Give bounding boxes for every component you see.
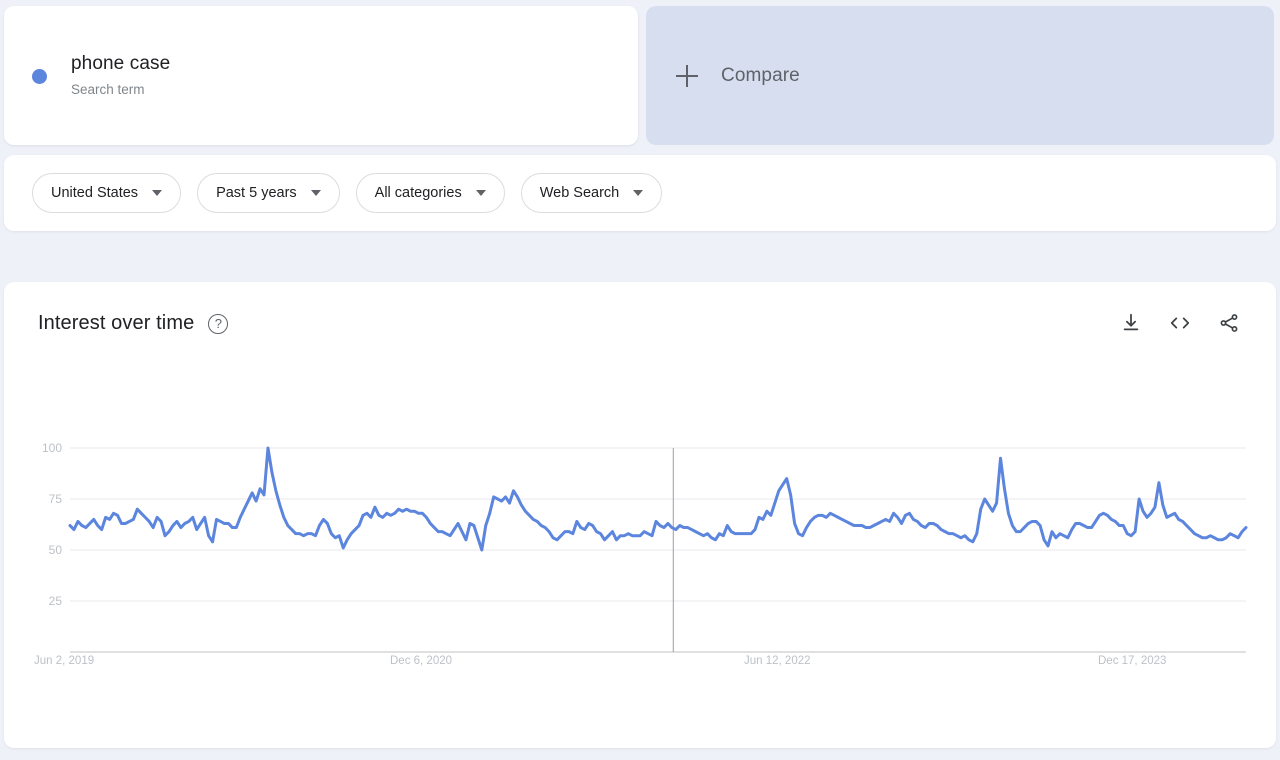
chevron-down-icon [310,190,321,196]
x-tick-label: Jun 12, 2022 [744,655,811,667]
filter-search-type-label: Web Search [539,185,620,201]
chart-header: Interest over time ? [38,312,229,335]
filter-bar: United States Past 5 years All categorie… [4,155,1276,231]
y-tick-label: 100 [41,441,62,455]
filter-location-label: United States [51,185,139,201]
interest-over-time-card: Interest over time ? [4,282,1276,748]
chevron-down-icon [152,190,163,196]
filter-time-range-label: Past 5 years [216,185,297,201]
filter-time-range[interactable]: Past 5 years [197,173,340,213]
search-term-type: Search term [71,81,145,97]
x-tick-label: Jun 2, 2019 [34,655,95,667]
embed-code-icon[interactable] [1168,312,1192,334]
question-mark-icon[interactable]: ? [208,313,229,334]
y-tick-label: 75 [48,492,62,506]
search-term-card[interactable]: phone case Search term [4,6,638,145]
search-term-texts: phone case Search term [71,52,170,100]
search-term-name: phone case [71,52,171,74]
gridlines [70,447,1246,653]
compare-button[interactable]: Compare [646,6,1274,145]
filter-search-type[interactable]: Web Search [520,173,663,213]
chart-svg [68,446,1248,653]
x-tick-label: Dec 17, 2023 [1098,655,1167,667]
filter-category[interactable]: All categories [355,173,505,213]
compare-label: Compare [721,64,800,86]
plus-icon [676,64,698,87]
series-line-phone-case [68,446,1248,552]
y-tick-label: 25 [48,594,62,608]
chart-title: Interest over time [38,312,195,334]
x-tick-label: Dec 6, 2020 [390,655,453,667]
search-terms-row: phone case Search term Compare [0,0,1280,145]
download-icon[interactable] [1120,312,1142,334]
chart-actions [1120,312,1240,334]
filter-category-label: All categories [374,185,462,201]
share-icon[interactable] [1218,312,1240,334]
filter-location[interactable]: United States [32,173,182,213]
series-color-dot [32,69,47,84]
interest-over-time-plot: 100 75 50 25 Jun 2, 2019 Dec 6, 2020 Jun… [4,282,1276,748]
chevron-down-icon [475,190,486,196]
chevron-down-icon [633,190,644,196]
y-tick-label: 50 [48,543,62,557]
